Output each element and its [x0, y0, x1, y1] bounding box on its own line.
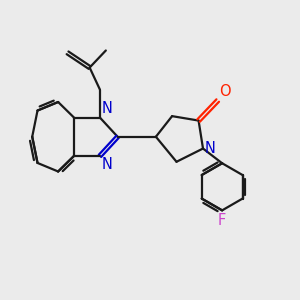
Text: N: N	[101, 101, 112, 116]
Text: N: N	[101, 157, 112, 172]
Text: O: O	[220, 84, 231, 99]
Text: F: F	[218, 213, 226, 228]
Text: N: N	[205, 141, 216, 156]
